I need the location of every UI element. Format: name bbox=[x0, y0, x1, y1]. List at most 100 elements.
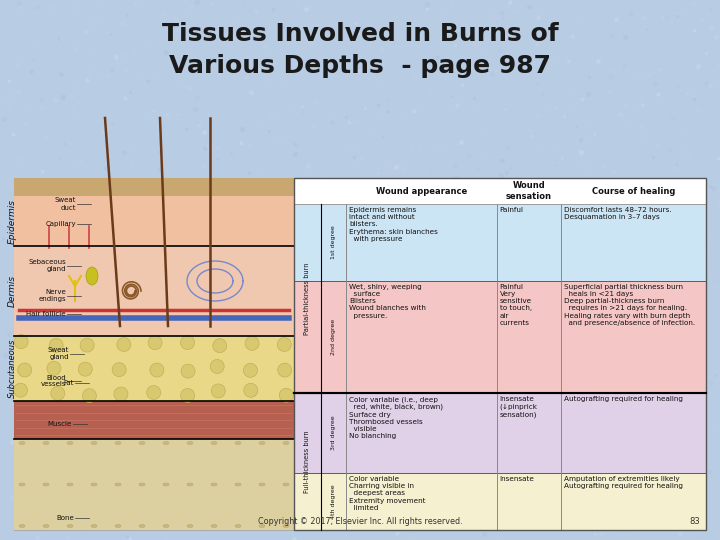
Point bbox=[289, 150, 301, 159]
Point bbox=[380, 302, 392, 311]
Point bbox=[27, 37, 38, 46]
Ellipse shape bbox=[235, 442, 241, 444]
Point bbox=[203, 492, 215, 501]
Point bbox=[688, 25, 700, 34]
Point bbox=[507, 249, 518, 258]
Point bbox=[577, 230, 588, 238]
Point bbox=[307, 397, 318, 406]
Point bbox=[32, 255, 43, 264]
Circle shape bbox=[277, 338, 292, 352]
Point bbox=[334, 493, 346, 502]
Point bbox=[110, 224, 122, 233]
Point bbox=[567, 290, 578, 299]
Point bbox=[86, 210, 97, 219]
Point bbox=[636, 191, 648, 199]
Point bbox=[24, 470, 35, 478]
Point bbox=[669, 221, 680, 230]
Point bbox=[235, 371, 246, 380]
Point bbox=[326, 117, 338, 126]
Point bbox=[456, 138, 467, 146]
Point bbox=[369, 125, 380, 134]
Point bbox=[154, 147, 166, 156]
Point bbox=[653, 474, 665, 483]
Point bbox=[224, 484, 235, 492]
Point bbox=[271, 134, 282, 143]
Point bbox=[235, 177, 247, 186]
Point bbox=[65, 280, 76, 289]
Point bbox=[102, 28, 114, 36]
Bar bbox=[346, 204, 497, 281]
Point bbox=[638, 192, 649, 201]
Point bbox=[616, 202, 627, 211]
Point bbox=[640, 401, 652, 410]
Point bbox=[27, 504, 38, 513]
Point bbox=[283, 268, 294, 276]
Point bbox=[521, 313, 532, 321]
Point bbox=[56, 322, 68, 330]
Point bbox=[289, 140, 301, 149]
Point bbox=[335, 478, 346, 487]
Point bbox=[125, 396, 137, 404]
Point bbox=[469, 40, 480, 49]
Point bbox=[675, 357, 687, 366]
Point bbox=[414, 143, 426, 151]
Point bbox=[246, 293, 257, 302]
Point bbox=[255, 454, 266, 463]
Point bbox=[110, 67, 122, 76]
Bar bbox=[346, 281, 497, 393]
Point bbox=[444, 436, 455, 445]
Point bbox=[310, 97, 322, 105]
Point bbox=[543, 348, 554, 356]
Point bbox=[669, 498, 680, 507]
Point bbox=[349, 30, 361, 38]
Point bbox=[87, 308, 99, 316]
Point bbox=[544, 491, 556, 500]
Point bbox=[266, 414, 277, 423]
Circle shape bbox=[150, 363, 164, 377]
Point bbox=[251, 368, 262, 376]
Bar bbox=[294, 281, 321, 393]
Point bbox=[503, 276, 515, 285]
Point bbox=[148, 80, 159, 89]
Point bbox=[413, 446, 425, 454]
Point bbox=[692, 522, 703, 531]
Point bbox=[168, 353, 180, 362]
Point bbox=[202, 203, 214, 212]
Point bbox=[675, 57, 686, 65]
Point bbox=[487, 298, 499, 307]
Point bbox=[450, 180, 462, 188]
Point bbox=[712, 153, 720, 162]
Point bbox=[423, 491, 434, 500]
Point bbox=[583, 437, 595, 446]
Text: Amputation of extremities likely
Autografting required for healing: Amputation of extremities likely Autogra… bbox=[564, 476, 683, 489]
Point bbox=[678, 366, 690, 374]
Point bbox=[408, 50, 420, 58]
Point bbox=[93, 69, 104, 77]
Point bbox=[343, 117, 355, 126]
Point bbox=[351, 29, 362, 38]
Point bbox=[577, 369, 589, 377]
Point bbox=[640, 420, 652, 429]
Point bbox=[110, 447, 122, 455]
Point bbox=[20, 338, 32, 347]
Point bbox=[454, 346, 465, 355]
Point bbox=[253, 65, 264, 74]
Point bbox=[670, 160, 681, 168]
Point bbox=[351, 336, 362, 345]
Point bbox=[582, 262, 593, 271]
Point bbox=[199, 128, 210, 137]
Point bbox=[549, 421, 561, 429]
Point bbox=[227, 185, 238, 193]
Point bbox=[84, 324, 95, 333]
Point bbox=[403, 262, 415, 271]
Point bbox=[68, 432, 80, 441]
Circle shape bbox=[78, 362, 92, 376]
Point bbox=[392, 529, 403, 538]
Point bbox=[438, 274, 449, 283]
Point bbox=[200, 423, 212, 431]
Point bbox=[199, 134, 211, 143]
Point bbox=[674, 529, 685, 538]
Point bbox=[701, 243, 713, 252]
Point bbox=[403, 383, 415, 392]
Point bbox=[632, 73, 644, 82]
